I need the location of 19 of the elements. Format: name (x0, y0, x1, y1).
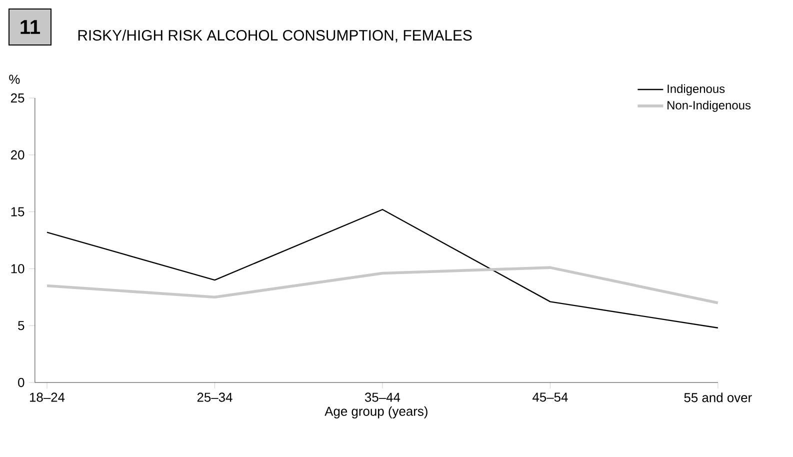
y-tick-label: 5 (18, 321, 24, 330)
y-tick-label: 25 (10, 93, 24, 103)
y-tick-label: 20 (10, 150, 24, 160)
x-tick-label: 25–34 (197, 392, 232, 402)
line-series (46, 208, 719, 328)
legend-label: Indigenous (668, 84, 725, 96)
x-tick-label: 35–44 (364, 392, 400, 402)
text: 11 (20, 20, 40, 34)
x-tick-label: 55 and over (684, 392, 752, 402)
line-series (46, 266, 720, 304)
chart-title: RISKY/HIGH RISK ALCOHOL CONSUMPTION, FEMALES (78, 30, 472, 42)
y-tick-label: 15 (11, 207, 24, 216)
y-tick-label: 10 (11, 264, 24, 274)
legend-label: Non-Indigenous (668, 100, 751, 112)
y-axis-title: % (9, 74, 20, 84)
x-tick-label: 18–24 (30, 392, 65, 402)
y-tick-label: 0 (18, 378, 24, 388)
x-axis-title: Age group (years) (324, 406, 428, 418)
x-tick-label: 45–54 (532, 392, 568, 402)
